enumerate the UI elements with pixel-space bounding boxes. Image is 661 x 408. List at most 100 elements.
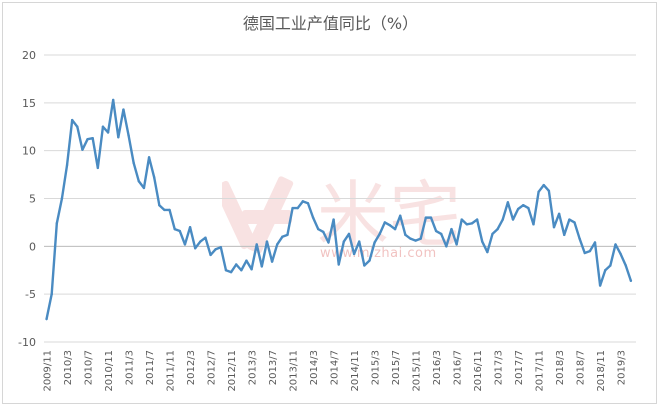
x-tick-label: 2009/11 bbox=[43, 350, 54, 392]
data-point bbox=[363, 264, 366, 267]
data-point bbox=[486, 250, 489, 254]
data-point bbox=[219, 246, 223, 249]
x-tick-label: 2018/7 bbox=[576, 350, 587, 385]
data-point bbox=[209, 253, 212, 257]
x-tick-label: 2012/11 bbox=[227, 350, 238, 392]
data-point bbox=[194, 247, 197, 250]
data-point bbox=[60, 197, 64, 200]
data-point bbox=[470, 222, 474, 225]
data-point bbox=[440, 232, 443, 236]
data-point bbox=[122, 108, 125, 111]
x-tick-label: 2017/3 bbox=[494, 350, 505, 385]
x-tick-label: 2010/3 bbox=[63, 350, 74, 385]
watermark-mark bbox=[222, 176, 294, 254]
data-point bbox=[101, 125, 105, 128]
data-point bbox=[76, 125, 79, 128]
data-point bbox=[450, 227, 453, 231]
data-point bbox=[522, 203, 525, 207]
data-point bbox=[199, 240, 202, 243]
data-point bbox=[532, 223, 535, 226]
data-point bbox=[276, 243, 279, 246]
data-point bbox=[163, 208, 166, 212]
data-point bbox=[142, 186, 146, 190]
data-point bbox=[291, 206, 294, 210]
data-point bbox=[281, 235, 284, 238]
x-tick-label: 2013/11 bbox=[289, 350, 300, 392]
data-point bbox=[265, 240, 269, 243]
data-point bbox=[337, 263, 340, 266]
data-point bbox=[352, 252, 356, 256]
data-point bbox=[409, 237, 412, 240]
data-point bbox=[173, 227, 176, 231]
data-point bbox=[368, 259, 371, 262]
data-point bbox=[629, 279, 633, 282]
data-point bbox=[491, 232, 494, 236]
data-point bbox=[96, 166, 100, 170]
data-point bbox=[311, 216, 315, 219]
watermark-text: 米宅 bbox=[317, 173, 461, 257]
data-point bbox=[245, 259, 248, 262]
x-tick-label: 2018/3 bbox=[555, 350, 566, 385]
data-point bbox=[152, 176, 156, 179]
data-point bbox=[255, 243, 258, 246]
data-point bbox=[147, 156, 151, 159]
data-point bbox=[301, 200, 305, 203]
data-point bbox=[557, 212, 561, 216]
data-point bbox=[373, 241, 376, 244]
x-tick-label: 2019/3 bbox=[617, 350, 628, 385]
data-point bbox=[342, 240, 346, 243]
data-point bbox=[614, 243, 617, 246]
data-point bbox=[460, 218, 463, 221]
x-tick-label: 2016/3 bbox=[432, 350, 443, 385]
data-point bbox=[604, 269, 607, 272]
data-point bbox=[619, 252, 622, 256]
data-point bbox=[137, 180, 141, 183]
x-tick-label: 2012/7 bbox=[207, 350, 218, 385]
data-point bbox=[132, 161, 135, 165]
data-point bbox=[506, 201, 510, 204]
data-point bbox=[429, 216, 433, 219]
data-point bbox=[240, 269, 243, 272]
data-point bbox=[183, 243, 187, 246]
y-tick-label: -5 bbox=[25, 288, 36, 301]
data-point bbox=[378, 232, 381, 236]
data-point bbox=[178, 229, 182, 233]
data-point bbox=[598, 284, 602, 287]
y-tick-label: -10 bbox=[18, 336, 36, 349]
data-point bbox=[86, 137, 89, 141]
data-point bbox=[106, 131, 110, 134]
data-point bbox=[117, 136, 120, 139]
x-tick-label: 2011/7 bbox=[145, 350, 156, 385]
y-tick-label: 0 bbox=[29, 240, 36, 253]
x-tick-label: 2015/3 bbox=[371, 350, 382, 385]
x-tick-label: 2012/3 bbox=[186, 350, 197, 385]
y-tick-label: 15 bbox=[22, 97, 36, 110]
data-point bbox=[542, 183, 545, 187]
data-point bbox=[511, 218, 515, 221]
y-tick-label: 10 bbox=[22, 145, 36, 158]
data-point bbox=[286, 233, 289, 237]
x-tick-label: 2017/11 bbox=[535, 350, 546, 392]
y-tick-label: 20 bbox=[22, 49, 36, 62]
x-tick-label: 2016/7 bbox=[453, 350, 464, 385]
data-point bbox=[383, 221, 387, 224]
x-tick-label: 2014/7 bbox=[330, 350, 341, 385]
x-tick-label: 2010/7 bbox=[84, 350, 95, 385]
data-point bbox=[158, 203, 161, 207]
data-point bbox=[568, 218, 571, 221]
data-point bbox=[250, 268, 253, 271]
x-tick-label: 2014/11 bbox=[350, 350, 361, 392]
x-tick-label: 2013/3 bbox=[248, 350, 259, 385]
data-point bbox=[393, 227, 397, 231]
chart-title: 德国工业产值同比（%） bbox=[242, 14, 419, 33]
data-point bbox=[537, 190, 540, 194]
x-tick-label: 2014/3 bbox=[309, 350, 320, 385]
data-point bbox=[399, 214, 402, 217]
data-point bbox=[50, 292, 53, 296]
data-point bbox=[516, 207, 520, 211]
y-tick-label: 5 bbox=[29, 193, 36, 206]
data-point bbox=[55, 222, 59, 225]
data-point bbox=[573, 221, 576, 224]
data-point bbox=[496, 227, 499, 231]
